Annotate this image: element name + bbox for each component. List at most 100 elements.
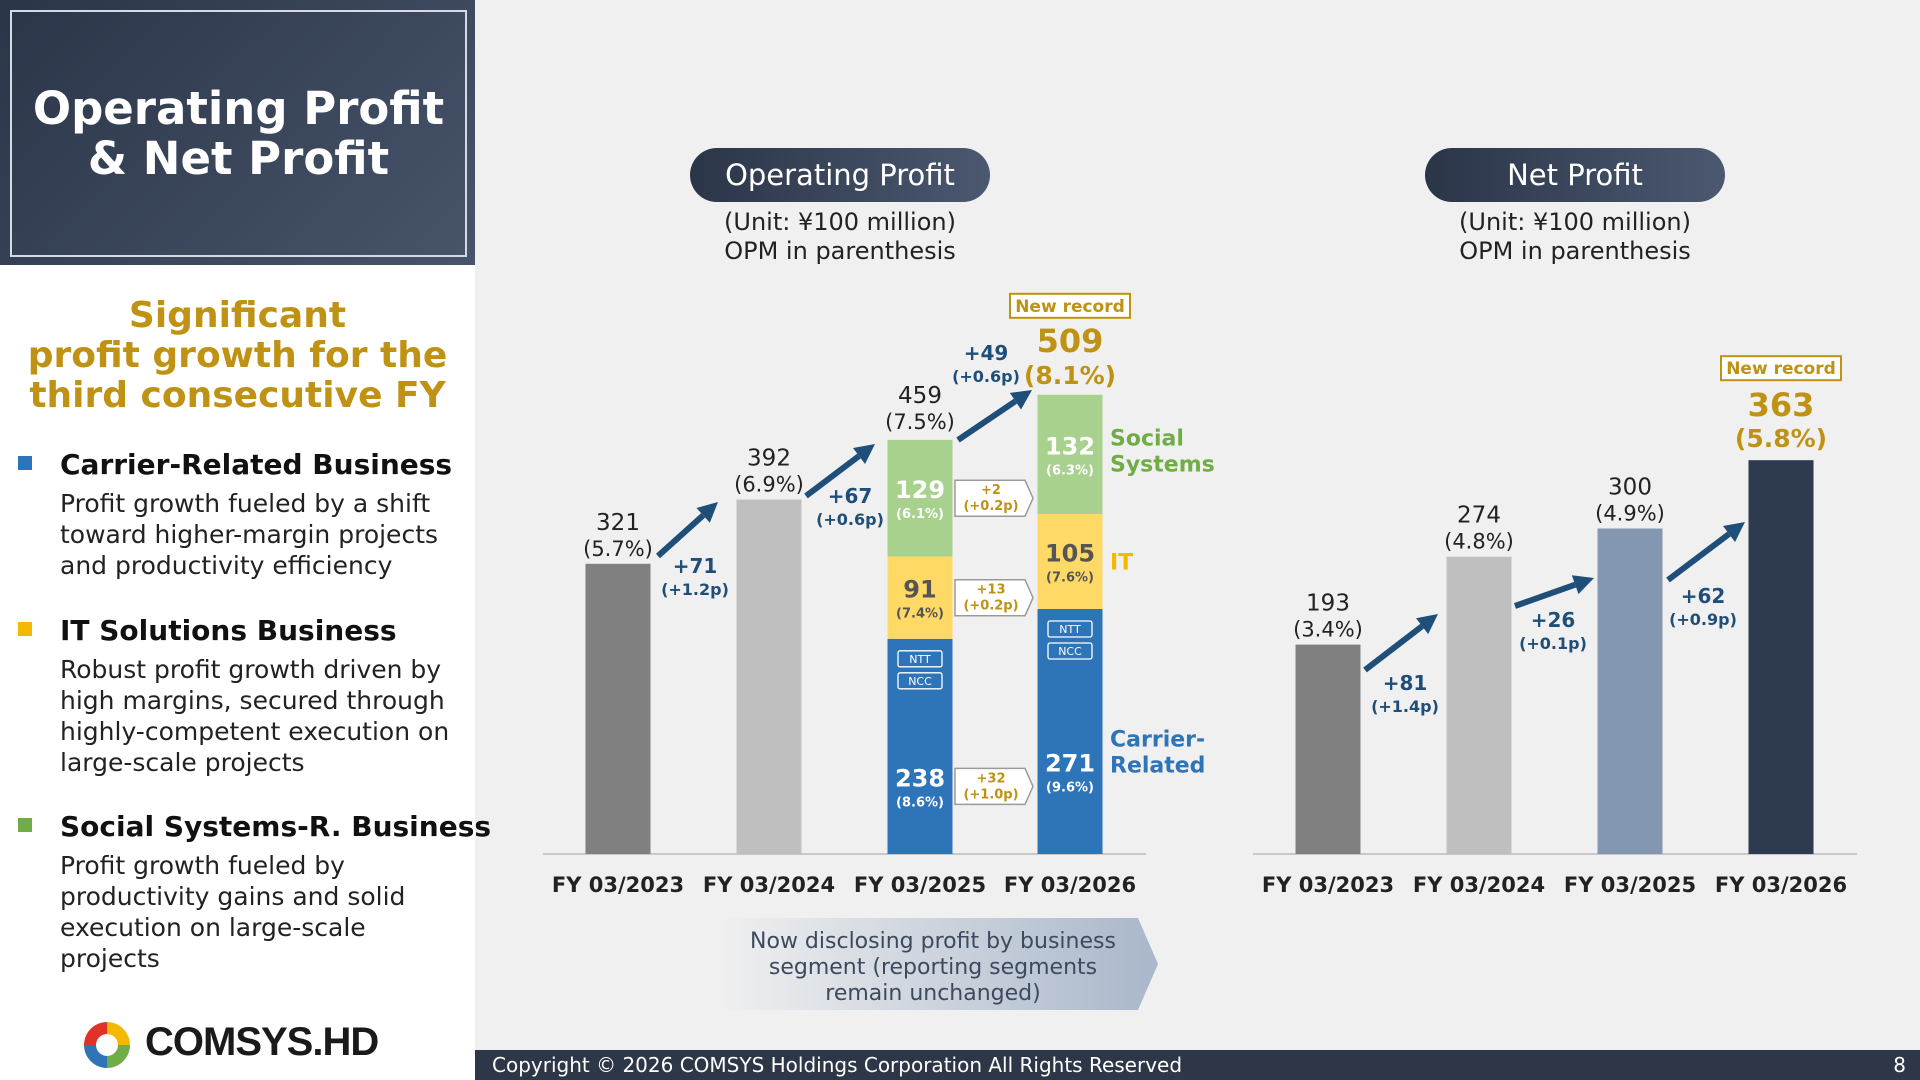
op-segment-name: Related — [1110, 753, 1205, 778]
op-segment-value: 91 — [903, 576, 936, 604]
np-growth-arrow-shaft — [1666, 531, 1731, 583]
page-number: 8 — [1893, 1053, 1906, 1077]
np-bar — [1597, 528, 1663, 854]
it-square-icon — [18, 622, 32, 636]
op-note-banner — [718, 918, 1158, 1010]
np-growth-arrow-shaft — [1513, 581, 1577, 609]
op-segment-change-value: +13 — [977, 583, 1006, 598]
op-segment-name: Carrier- — [1110, 727, 1205, 752]
op-segment-margin: (9.6%) — [1046, 780, 1094, 795]
op-growth-arrow-head — [853, 444, 875, 465]
op-tag-label: NCC — [908, 675, 932, 688]
op-bar — [585, 563, 651, 854]
np-margin-label: (4.9%) — [1595, 502, 1665, 526]
np-change-value: +62 — [1681, 584, 1726, 608]
op-x-tick-label: FY 03/2025 — [854, 873, 986, 897]
op-growth-arrow-shaft — [956, 398, 1018, 443]
op-segment-value: 271 — [1045, 749, 1095, 777]
np-growth-arrow-shaft — [1363, 623, 1424, 673]
op-record-value: 509 — [1037, 322, 1104, 360]
op-margin-label: (6.9%) — [734, 473, 804, 497]
op-segment-change-box — [954, 578, 1034, 617]
op-change-margin: (+0.6p) — [816, 510, 884, 529]
social-square-icon — [18, 818, 32, 832]
np-x-tick-label: FY 03/2023 — [1262, 873, 1394, 897]
logo-mark-icon — [84, 1022, 130, 1068]
op-value-label: 459 — [898, 383, 942, 409]
op-note-text: Now disclosing profit by business — [750, 929, 1116, 954]
op-segment-bar — [887, 556, 953, 639]
np-bar — [1748, 460, 1814, 854]
np-change-value: +26 — [1531, 608, 1576, 632]
np-margin-label: (3.4%) — [1293, 618, 1363, 642]
op-segment-margin: (6.1%) — [896, 507, 944, 522]
op-change-value: +67 — [828, 484, 873, 508]
business-desc: Robust profit growth driven by high marg… — [60, 655, 450, 777]
op-segment-change-value: +2 — [981, 483, 1001, 498]
op-bar — [736, 499, 802, 854]
np-badge-box — [1720, 355, 1842, 382]
op-note-text: segment (reporting segments — [769, 955, 1097, 980]
op-growth-arrow-shaft — [804, 453, 861, 499]
np-x-tick-label: FY 03/2024 — [1413, 873, 1545, 897]
op-segment-bar — [1037, 514, 1103, 609]
title-box: Operating Profit & Net Profit — [0, 0, 475, 265]
op-growth-arrow-shaft — [655, 513, 706, 559]
op-x-tick-label: FY 03/2024 — [703, 873, 835, 897]
op-value-label: 321 — [596, 510, 640, 536]
business-title: IT Solutions Business — [60, 614, 397, 647]
business-desc: Profit growth fueled by a shift toward h… — [60, 489, 439, 580]
np-change-margin: (+0.1p) — [1519, 634, 1587, 653]
op-badge-box — [1009, 292, 1131, 319]
op-segment-bar — [1037, 394, 1103, 515]
op-segment-margin: (8.6%) — [896, 795, 944, 810]
op-segment-value: 129 — [895, 476, 945, 504]
np-badge-label: New record — [1726, 359, 1836, 379]
footer: Copyright © 2026 COMSYS Holdings Corpora… — [475, 1050, 1920, 1080]
np-margin-label: (4.8%) — [1444, 530, 1514, 554]
op-segment-change-margin: (+0.2p) — [963, 599, 1018, 614]
op-segment-name: Social — [1110, 426, 1184, 451]
op-margin-label: (7.5%) — [885, 410, 955, 434]
op-segment-name: IT — [1110, 551, 1133, 576]
op-value-label: 392 — [747, 446, 791, 472]
op-segment-change-box — [954, 479, 1034, 517]
left-panel: Operating Profit & Net Profit Significan… — [0, 0, 491, 1080]
operating-profit-pill: Operating Profit — [690, 148, 990, 202]
op-segment-change-value: +32 — [977, 771, 1006, 786]
np-change-value: +81 — [1383, 671, 1428, 695]
op-segment-change-margin: (+0.2p) — [963, 499, 1018, 514]
business-title: Carrier-Related Business — [60, 448, 453, 481]
op-change-value: +71 — [673, 554, 718, 578]
op-segment-value: 105 — [1045, 540, 1095, 568]
op-margin-label: (5.7%) — [583, 537, 653, 561]
op-segment-margin: (6.3%) — [1046, 463, 1094, 478]
carrier-square-icon — [18, 456, 32, 470]
np-value-label: 274 — [1457, 503, 1501, 529]
op-record-margin: (8.1%) — [1024, 361, 1116, 390]
op-change-value: +49 — [964, 341, 1009, 365]
op-segment-change-box — [954, 767, 1034, 806]
op-segment-change-margin: (+1.0p) — [963, 787, 1018, 802]
op-badge-label: New record — [1015, 297, 1125, 317]
business-desc: Profit growth fueled by productivity gai… — [60, 851, 406, 973]
op-segment-value: 132 — [1045, 432, 1095, 460]
np-change-margin: (+1.4p) — [1371, 697, 1439, 716]
op-tag-box — [897, 672, 943, 690]
net-profit-pill: Net Profit — [1425, 148, 1725, 202]
op-tag-label: NTT — [909, 653, 931, 666]
op-tag-box — [1047, 642, 1093, 660]
op-segment-value: 238 — [895, 764, 945, 792]
np-growth-arrow-head — [1723, 522, 1745, 543]
op-segment-name: Systems — [1110, 452, 1215, 477]
op-x-tick-label: FY 03/2026 — [1004, 873, 1136, 897]
op-segment-bar — [887, 439, 953, 557]
op-segment-margin: (7.4%) — [896, 607, 944, 622]
op-x-tick-label: FY 03/2023 — [552, 873, 684, 897]
np-x-tick-label: FY 03/2025 — [1564, 873, 1696, 897]
op-growth-arrow-head — [696, 502, 718, 523]
np-record-value: 363 — [1748, 386, 1815, 424]
net-unit-note: (Unit: ¥100 million) OPM in parenthesis — [1459, 208, 1691, 265]
np-change-margin: (+0.9p) — [1669, 610, 1737, 629]
np-value-label: 193 — [1306, 591, 1350, 617]
